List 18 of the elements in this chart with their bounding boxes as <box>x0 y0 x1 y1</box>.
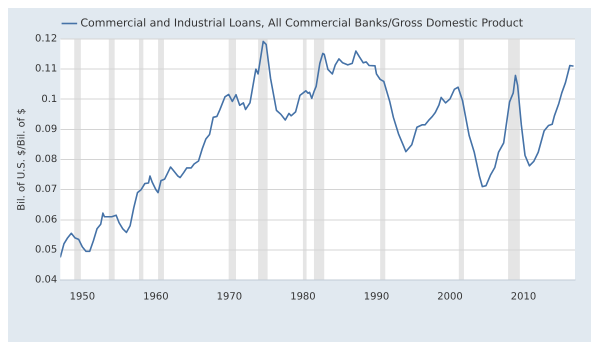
y-tick-label: 0.05 <box>35 244 58 256</box>
y-tick-label: 0.04 <box>35 274 58 286</box>
y-tick-label: 0.07 <box>35 184 58 196</box>
x-tick-label: 2010 <box>510 292 536 303</box>
x-tick-label: 1960 <box>143 292 169 303</box>
x-tick-label: 2000 <box>437 292 463 303</box>
x-tick-label: 1950 <box>70 292 96 303</box>
y-tick-label: 0.1 <box>41 94 58 105</box>
y-axis-title: Bil. of U.S. $/Bil. of $ <box>16 108 28 211</box>
y-tick-label: 0.12 <box>35 34 58 45</box>
y-tick-label: 0.09 <box>35 124 58 135</box>
legend-label: Commercial and Industrial Loans, All Commercial Banks/Gross Domestic Product <box>80 16 524 30</box>
y-tick-label: 0.08 <box>35 154 58 166</box>
x-tick-label: 1980 <box>290 292 316 303</box>
x-tick-label: 1990 <box>364 292 390 303</box>
x-tick-label: 1970 <box>216 292 242 303</box>
y-tick-label: 0.11 <box>35 64 58 75</box>
y-tick-label: 0.06 <box>35 214 58 226</box>
